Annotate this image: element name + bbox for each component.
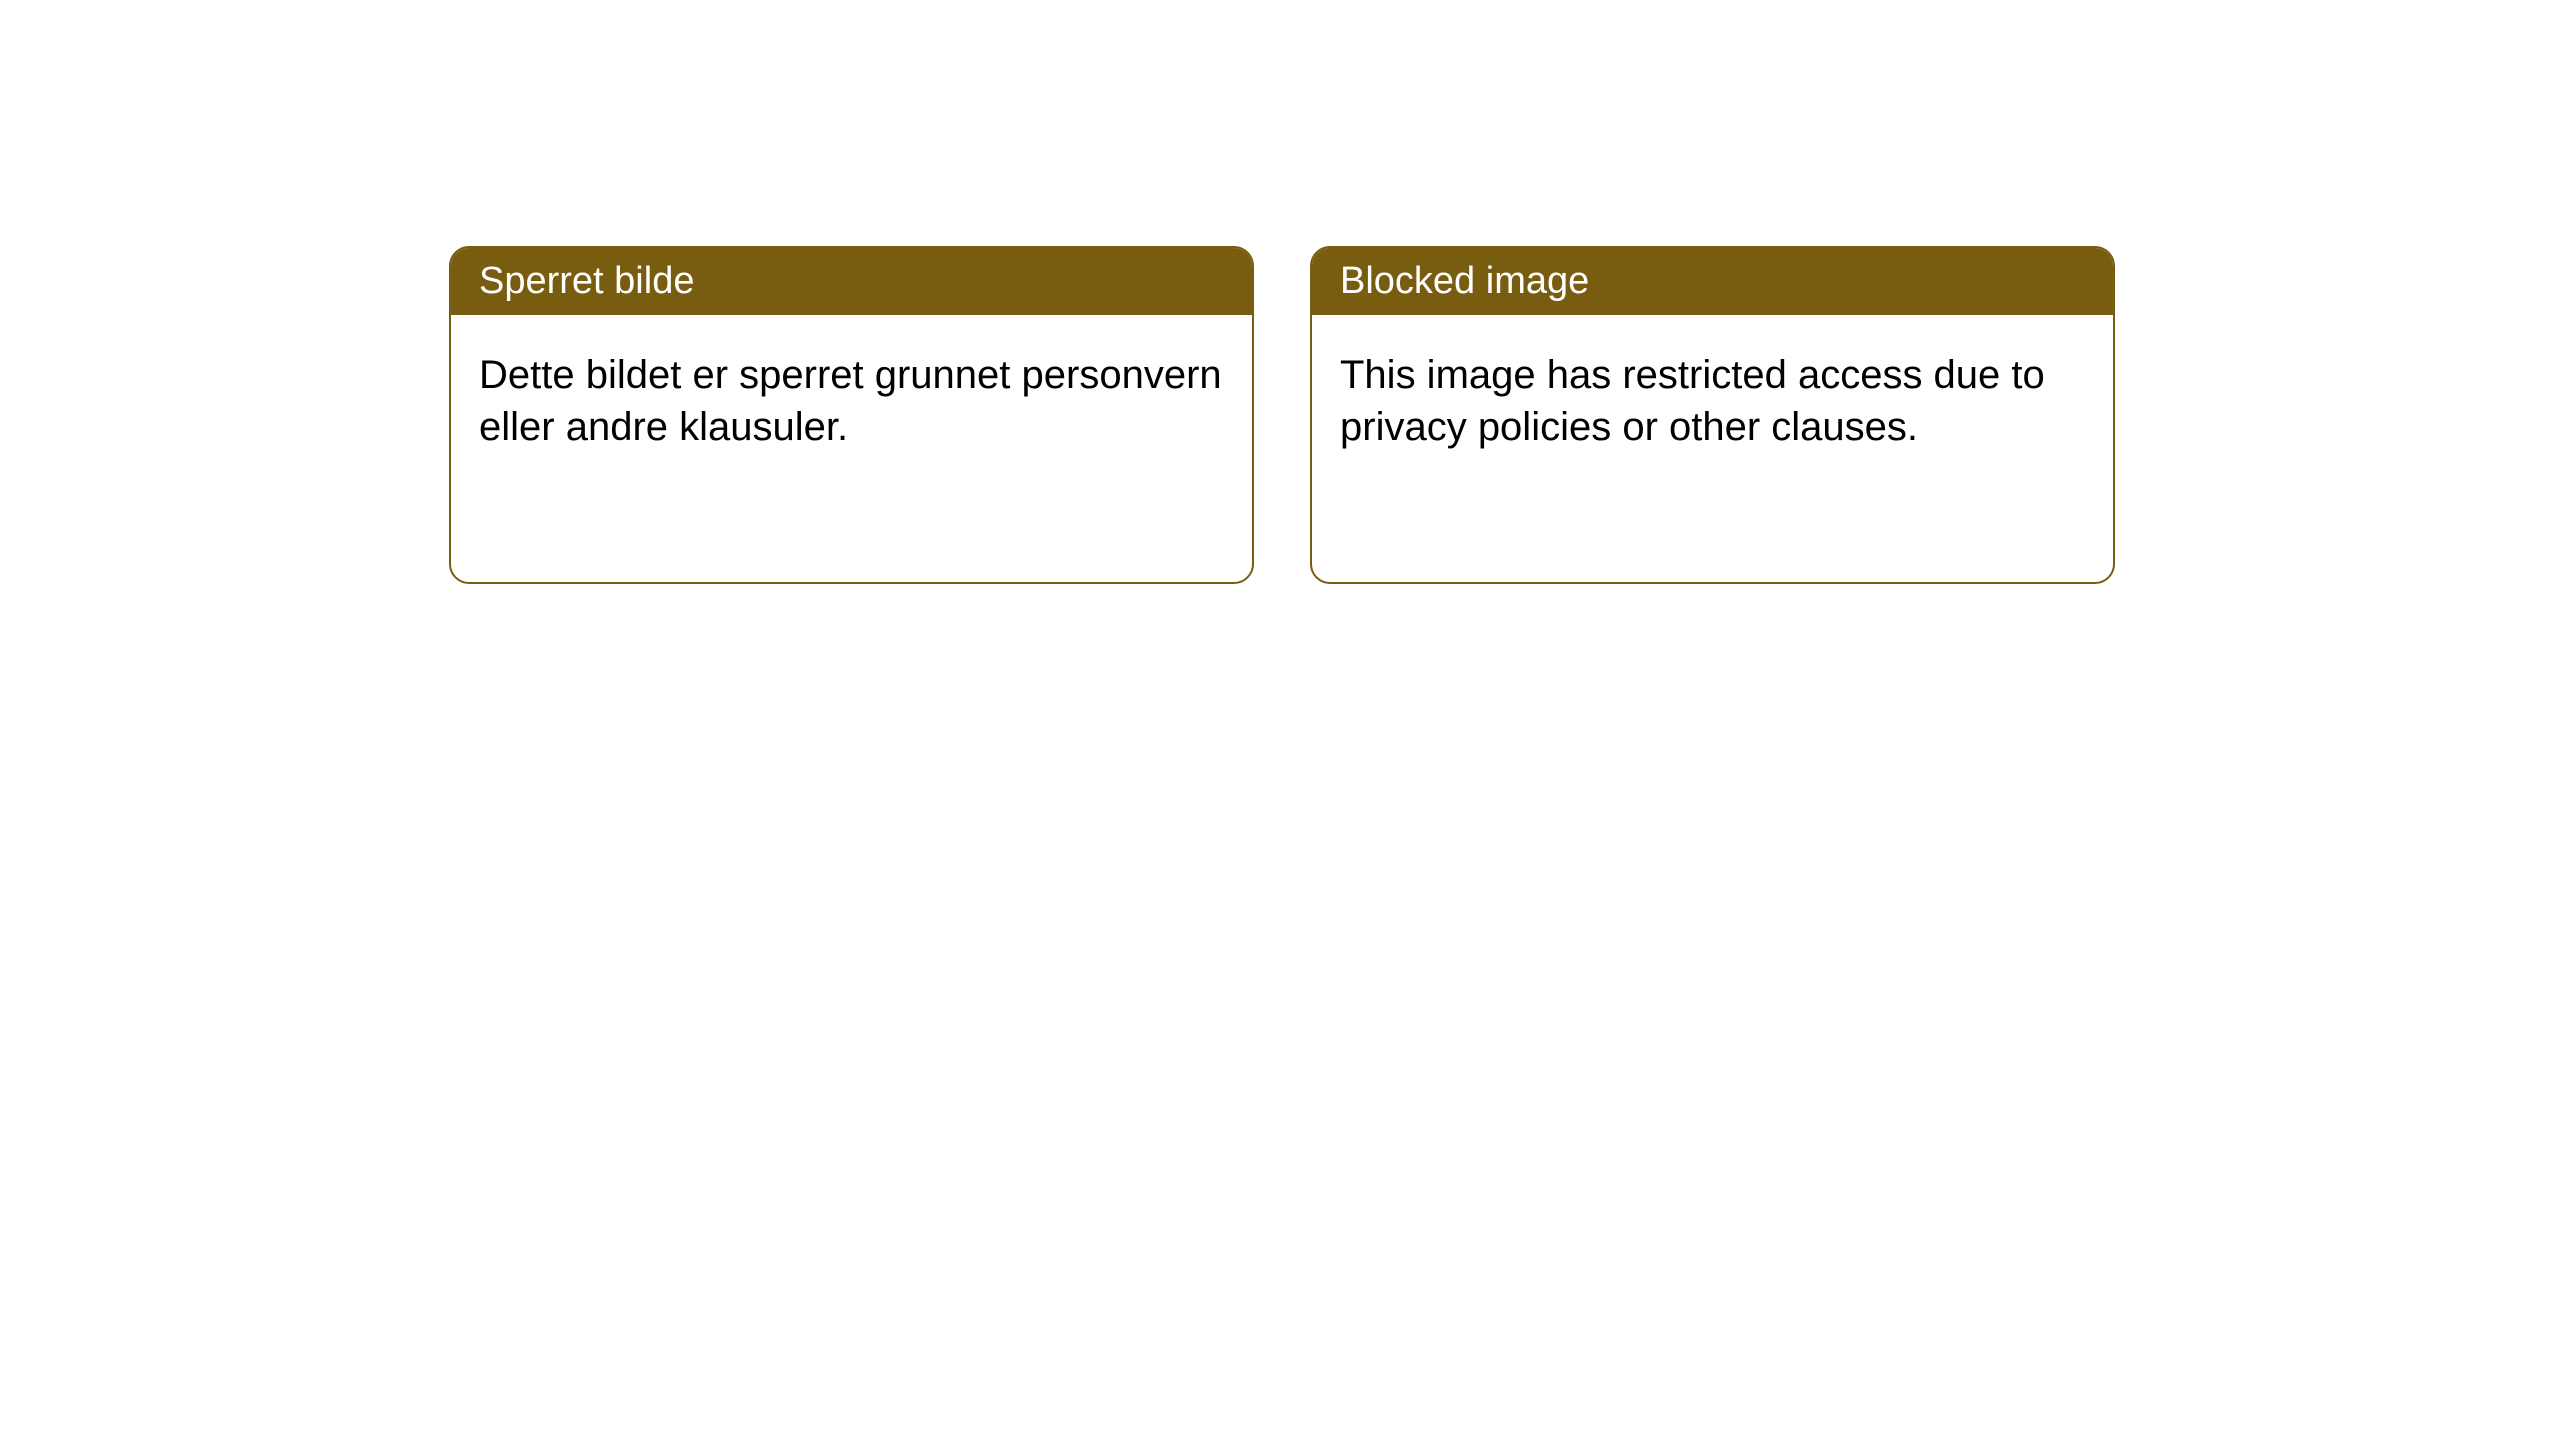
card-body: Dette bildet er sperret grunnet personve… (451, 315, 1252, 487)
card-title: Blocked image (1340, 260, 1589, 302)
card-title: Sperret bilde (479, 260, 694, 302)
blocked-image-card-english: Blocked image This image has restricted … (1310, 246, 2115, 584)
card-body-text: This image has restricted access due to … (1340, 353, 2045, 449)
card-header: Blocked image (1312, 248, 2113, 315)
cards-container: Sperret bilde Dette bildet er sperret gr… (0, 0, 2560, 584)
card-body-text: Dette bildet er sperret grunnet personve… (479, 353, 1222, 449)
blocked-image-card-norwegian: Sperret bilde Dette bildet er sperret gr… (449, 246, 1254, 584)
card-header: Sperret bilde (451, 248, 1252, 315)
card-body: This image has restricted access due to … (1312, 315, 2113, 487)
